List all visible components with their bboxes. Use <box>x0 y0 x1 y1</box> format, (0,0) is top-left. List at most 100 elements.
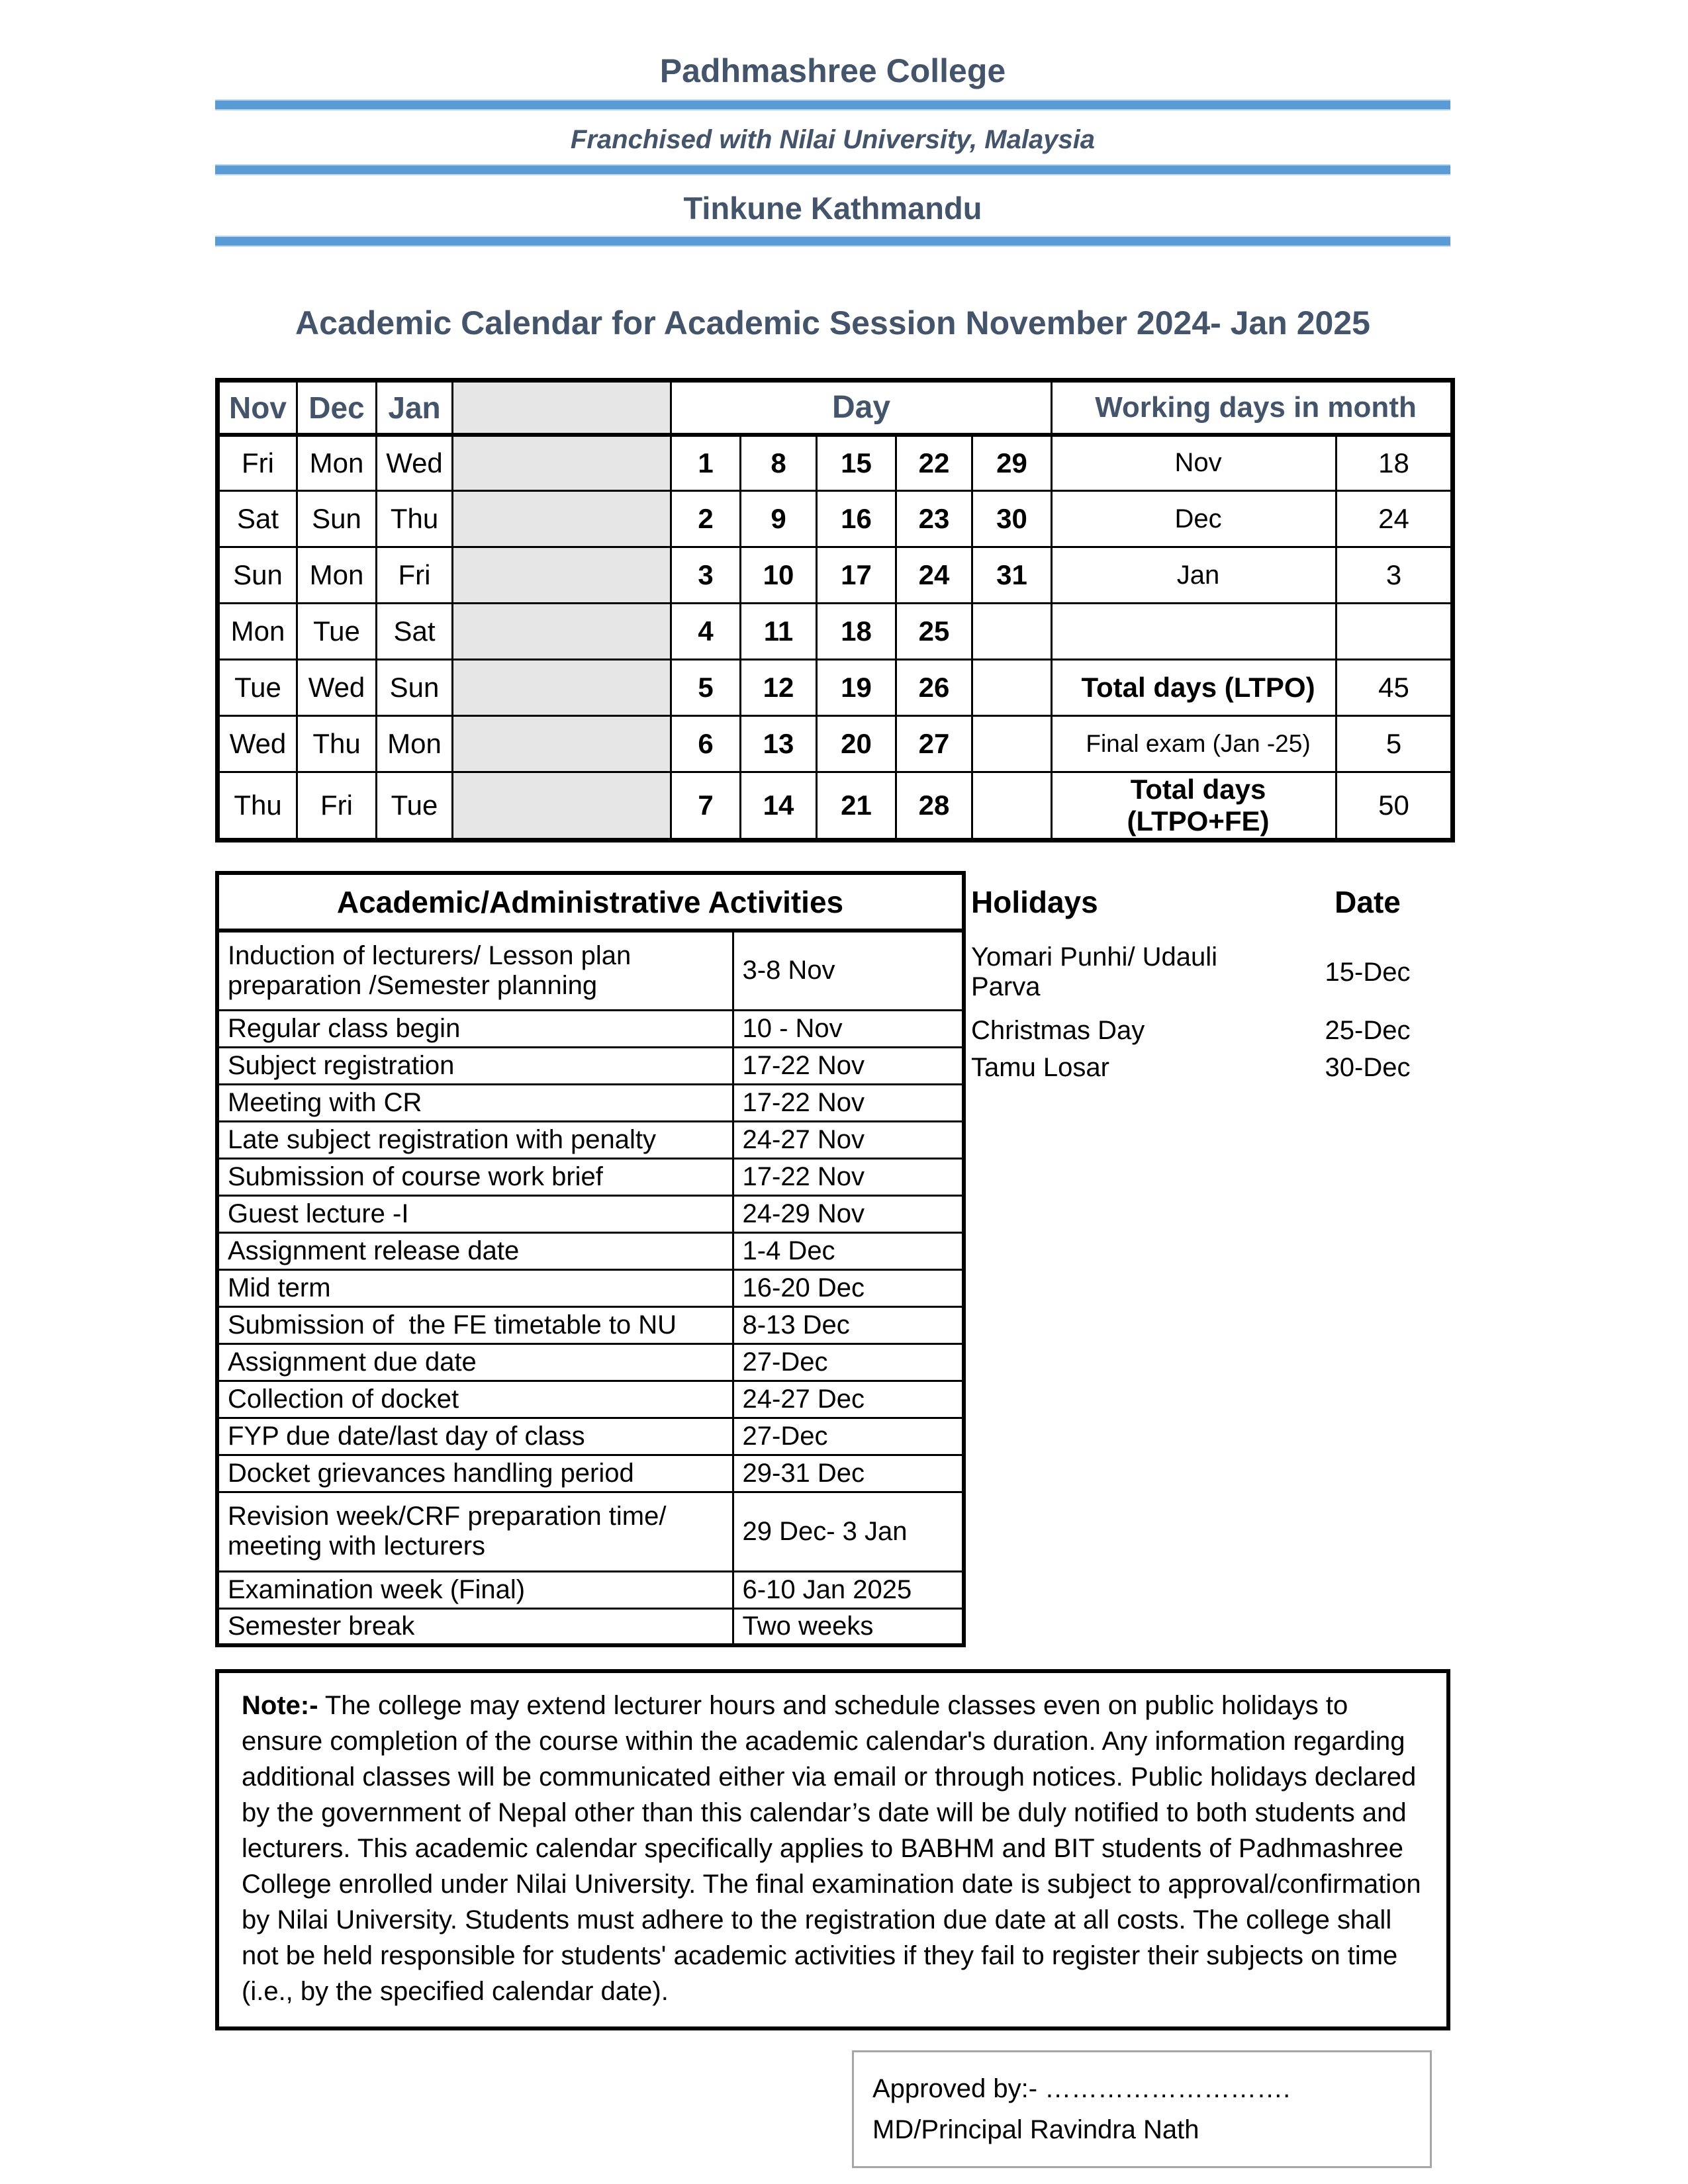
activity-date: 17-22 Nov <box>731 1157 965 1197</box>
holiday-name: Tamu Losar <box>971 1052 1109 1082</box>
activity-name: Semester break <box>216 1607 734 1647</box>
day-number-cell <box>970 659 1053 717</box>
activity-date: 3-8 Nov <box>731 929 965 1011</box>
calendar-row: Fri Mon Wed 1 8 15 22 29 Nov 18 <box>216 433 1454 492</box>
weekday-cell: Sat <box>375 602 453 660</box>
weekday-cell: Sun <box>216 546 298 604</box>
activity-name: Assignment release date <box>216 1231 734 1271</box>
activity-row: Meeting with CR 17-22 Nov <box>216 1083 965 1122</box>
activity-row: Subject registration 17-22 Nov <box>216 1046 965 1085</box>
activity-name: Induction of lecturers/ Lesson plan prep… <box>216 929 734 1011</box>
activity-name: Meeting with CR <box>216 1083 734 1122</box>
holiday-row: Christmas Day 25-Dec <box>971 1012 1450 1049</box>
day-number-cell: 30 <box>970 490 1053 548</box>
working-days-value <box>1335 602 1454 660</box>
activity-row: Semester break Two weeks <box>216 1607 965 1647</box>
weekday-cell: Fri <box>216 433 298 492</box>
weekday-cell: Fri <box>375 546 453 604</box>
day-number-cell: 14 <box>739 771 818 841</box>
working-days-header: Working days in month <box>1051 379 1454 437</box>
day-number-cell: 23 <box>895 490 973 548</box>
day-header: Day <box>669 379 1053 437</box>
activity-name: Submission of course work brief <box>216 1157 734 1197</box>
day-number-cell: 11 <box>739 602 818 660</box>
holiday-date: 15-Dec <box>1325 957 1411 987</box>
weekday-cell: Mon <box>375 715 453 773</box>
day-number-cell: 7 <box>670 771 741 841</box>
franchise-line: Franchised with Nilai University, Malays… <box>570 125 1096 154</box>
note-label: Note:- <box>242 1691 318 1720</box>
activity-date: 6-10 Jan 2025 <box>731 1570 965 1610</box>
day-number-cell: 28 <box>895 771 973 841</box>
activity-name: Examination week (Final) <box>216 1570 734 1610</box>
month-header-jan: Jan <box>375 379 453 437</box>
activity-name: Collection of docket <box>216 1379 734 1419</box>
weekday-cell: Sat <box>216 490 298 548</box>
weekday-cell: Thu <box>296 715 377 773</box>
activity-date: 24-27 Dec <box>731 1379 965 1419</box>
day-number-cell: 29 <box>970 433 1053 492</box>
day-number-cell: 17 <box>816 546 897 604</box>
calendar-session-title: Academic Calendar for Academic Session N… <box>295 304 1370 341</box>
activity-date: 29 Dec- 3 Jan <box>731 1490 965 1572</box>
spacer-column-cell <box>451 490 672 548</box>
day-number-cell: 5 <box>670 659 741 717</box>
activities-section: Academic/Administrative Activities Induc… <box>215 871 1450 1647</box>
weekday-cell: Wed <box>375 433 453 492</box>
weekday-cell: Mon <box>216 602 298 660</box>
approval-principal-line: MD/Principal Ravindra Nath <box>872 2115 1199 2144</box>
spacer-column-cell <box>451 715 672 773</box>
activity-date: 17-22 Nov <box>731 1046 965 1085</box>
day-number-cell: 31 <box>970 546 1053 604</box>
spacer-column-cell <box>451 771 672 841</box>
holiday-row: Yomari Punhi/ Udauli Parva 15-Dec <box>971 933 1450 1012</box>
activity-row: Submission of course work brief 17-22 No… <box>216 1157 965 1197</box>
day-number-cell: 1 <box>670 433 741 492</box>
month-header-nov: Nov <box>216 379 298 437</box>
calendar-row: Thu Fri Tue 7 14 21 28 Total days (LTPO+… <box>216 771 1454 841</box>
activity-name: Guest lecture -I <box>216 1194 734 1234</box>
activity-row: FYP due date/last day of class 27-Dec <box>216 1416 965 1456</box>
weekday-cell: Sun <box>375 659 453 717</box>
activity-date: 24-29 Nov <box>731 1194 965 1234</box>
spacer-column-cell <box>451 379 672 437</box>
location-line: Tinkune Kathmandu <box>683 191 982 226</box>
calendar-row: Wed Thu Mon 6 13 20 27 Final exam (Jan -… <box>216 715 1454 773</box>
activity-date: 17-22 Nov <box>731 1083 965 1122</box>
activity-date: Two weeks <box>731 1607 965 1647</box>
approval-box: Approved by:- ………………………. MD/Principal Ra… <box>852 2050 1432 2168</box>
day-number-cell: 21 <box>816 771 897 841</box>
day-number-cell: 6 <box>670 715 741 773</box>
holidays-title: Holidays <box>971 884 1098 919</box>
activity-row: Regular class begin 10 - Nov <box>216 1009 965 1048</box>
activity-name: Submission of the FE timetable to NU <box>216 1305 734 1345</box>
holiday-row: Tamu Losar 30-Dec <box>971 1049 1450 1086</box>
activity-row: Docket grievances handling period 29-31 … <box>216 1453 965 1493</box>
header-divider-bar-2 <box>215 164 1450 175</box>
calendar-row: Sat Sun Thu 2 9 16 23 30 Dec 24 <box>216 490 1454 548</box>
day-number-cell <box>970 602 1053 660</box>
working-days-label: Nov <box>1051 433 1338 492</box>
day-number-cell: 25 <box>895 602 973 660</box>
activity-name: Late subject registration with penalty <box>216 1120 734 1160</box>
weekday-cell: Tue <box>375 771 453 841</box>
total-days-ltpo-label: Total days (LTPO) <box>1051 659 1338 717</box>
weekday-cell: Mon <box>296 433 377 492</box>
day-number-cell: 18 <box>816 602 897 660</box>
working-days-label: Dec <box>1051 490 1338 548</box>
spacer-column-cell <box>451 546 672 604</box>
activity-row: Assignment due date 27-Dec <box>216 1342 965 1382</box>
activity-row: Guest lecture -I 24-29 Nov <box>216 1194 965 1234</box>
day-number-cell: 10 <box>739 546 818 604</box>
holidays-section: Holidays Date Yomari Punhi/ Udauli Parva… <box>971 871 1450 1086</box>
activity-date: 1-4 Dec <box>731 1231 965 1271</box>
day-number-cell: 2 <box>670 490 741 548</box>
activity-name: Regular class begin <box>216 1009 734 1048</box>
working-days-label <box>1051 602 1338 660</box>
day-number-cell: 12 <box>739 659 818 717</box>
day-number-cell <box>970 771 1053 841</box>
activity-name: Subject registration <box>216 1046 734 1085</box>
activity-date: 16-20 Dec <box>731 1268 965 1308</box>
activity-row: Assignment release date 1-4 Dec <box>216 1231 965 1271</box>
spacer-column-cell <box>451 602 672 660</box>
